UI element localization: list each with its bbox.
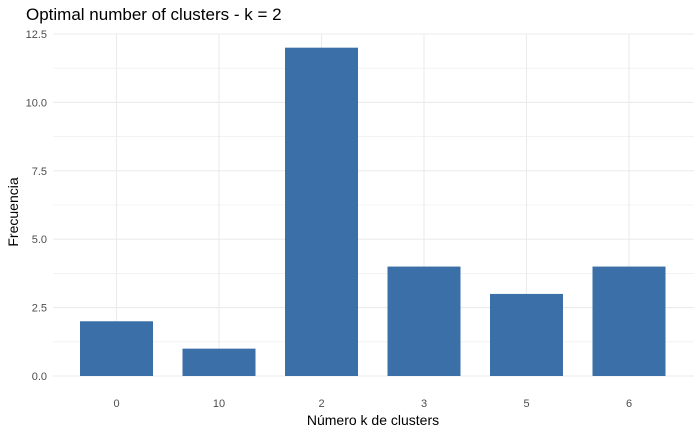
- bar-5: [490, 293, 563, 376]
- x-axis-title: Número k de clusters: [307, 412, 439, 428]
- bar-10: [182, 348, 256, 376]
- bar-6: [592, 266, 666, 376]
- y-tick-label: 2.5: [32, 303, 47, 315]
- x-tick-label: 3: [421, 398, 427, 410]
- bar-3: [387, 266, 461, 376]
- y-tick-labels: 0.0 2.5 5.0 7.5 10.0 12.5: [26, 29, 47, 383]
- x-tick-label: 2: [318, 398, 324, 410]
- bar-0: [80, 321, 153, 376]
- x-tick-labels: 0 10 2 3 5 6: [113, 398, 632, 410]
- y-tick-label: 5.0: [32, 234, 47, 246]
- bars: [80, 47, 666, 377]
- chart-title: Optimal number of clusters - k = 2: [26, 5, 282, 24]
- x-tick-label: 10: [213, 398, 225, 410]
- bar-2: [285, 47, 358, 377]
- x-tick-label: 0: [113, 398, 119, 410]
- x-tick-label: 6: [626, 398, 632, 410]
- y-tick-label: 7.5: [32, 166, 47, 178]
- x-tick-label: 5: [523, 398, 529, 410]
- y-tick-label: 10.0: [26, 97, 47, 109]
- y-tick-label: 12.5: [26, 29, 47, 41]
- y-axis-title: Frecuencia: [5, 177, 21, 246]
- y-tick-label: 0.0: [32, 371, 47, 383]
